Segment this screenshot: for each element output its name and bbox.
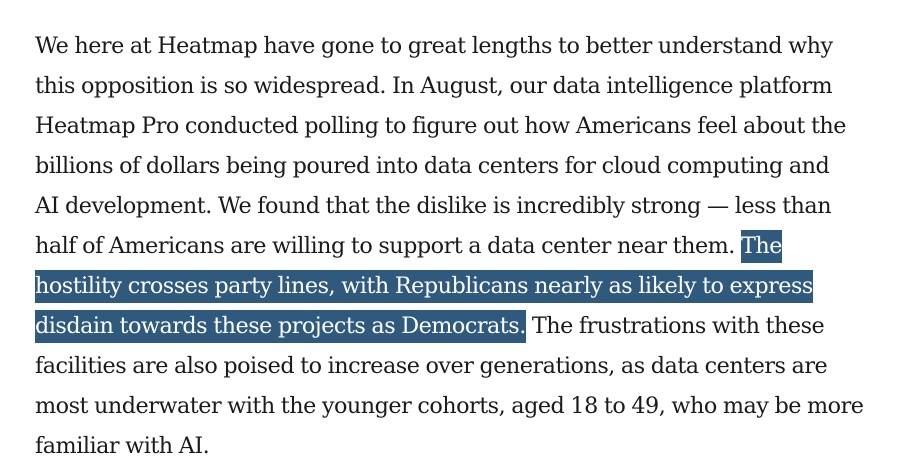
paragraph-line: billions of dollars being poured into da…: [35, 153, 830, 179]
paragraph-line: Heatmap Pro conducted polling to figure …: [35, 113, 846, 139]
paragraph-line: We here at Heatmap have gone to great le…: [35, 33, 833, 59]
paragraph-line: this opposition is so widespread. In Aug…: [35, 73, 833, 99]
highlighted-text[interactable]: hostility crosses party lines, with Repu…: [35, 270, 813, 303]
highlighted-text[interactable]: The: [740, 230, 782, 263]
paragraph-line: AI development. We found that the dislik…: [35, 193, 832, 219]
article-paragraph: We here at Heatmap have gone to great le…: [35, 26, 885, 466]
text-segment: The frustrations with these: [525, 313, 825, 339]
text-segment: half of Americans are willing to support…: [35, 233, 741, 259]
paragraph-line: disdain towards these projects as Democr…: [35, 306, 885, 346]
article-body: We here at Heatmap have gone to great le…: [35, 26, 885, 466]
paragraph-line: most underwater with the younger cohorts…: [35, 393, 864, 419]
paragraph-line: facilities are also poised to increase o…: [35, 353, 828, 379]
paragraph-line: half of Americans are willing to support…: [35, 226, 885, 266]
highlighted-text[interactable]: disdain towards these projects as Democr…: [35, 310, 526, 343]
paragraph-line: familiar with AI.: [35, 433, 210, 459]
paragraph-line: hostility crosses party lines, with Repu…: [35, 266, 885, 306]
